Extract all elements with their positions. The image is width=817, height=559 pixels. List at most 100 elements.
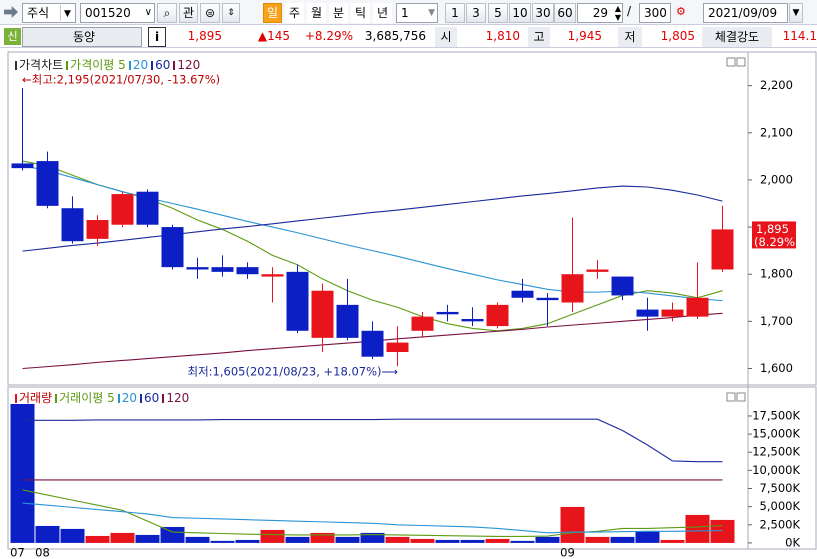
y-tick-label: 1,600 — [760, 361, 793, 375]
legend-entry: 60 — [155, 58, 171, 72]
candle-body — [361, 330, 384, 357]
code-input[interactable]: 001520 ∨ — [80, 3, 155, 23]
period-button[interactable]: 일 — [263, 3, 282, 23]
legend-marker — [66, 61, 69, 70]
last-rate-label: (8.29%) — [754, 235, 800, 249]
total-input[interactable]: 300 — [639, 3, 671, 23]
count-input[interactable]: 29 ▲ ▼ — [577, 3, 623, 23]
interval-select[interactable]: 1 ▼ — [396, 3, 438, 23]
candle-body — [11, 163, 34, 169]
volume-bar — [335, 536, 360, 543]
volume-bar — [160, 526, 185, 543]
volume-bar — [285, 536, 310, 543]
period-button[interactable]: 월 — [307, 3, 326, 23]
interval: 1 — [401, 6, 409, 20]
separator: / — [627, 4, 632, 18]
open: 1,810 — [485, 29, 520, 43]
volume-bar — [85, 535, 110, 543]
badge: 신 — [4, 28, 21, 45]
volume-panel — [7, 386, 817, 550]
candle-body — [36, 161, 59, 206]
candle-body — [286, 271, 309, 331]
moving-average-line — [22, 502, 723, 534]
legend-entry: 5 — [107, 391, 115, 405]
interval-button[interactable]: 5 — [488, 3, 508, 23]
legend-marker — [173, 61, 176, 70]
y-tick-label: 1,800 — [760, 267, 793, 281]
x-tick-label: 07 — [10, 546, 25, 559]
candle-body — [111, 194, 134, 225]
info-button[interactable]: i — [148, 27, 166, 47]
change-rate: +8.29% — [304, 29, 353, 43]
info-bar: 신 동양 i 1,895 ▲145 +8.29% 3,685,756 시 1,8… — [0, 26, 817, 48]
candle-body — [586, 269, 609, 272]
low: 1,805 — [660, 29, 695, 43]
change: ▲145 — [257, 29, 290, 43]
date-dropdown[interactable]: ▼ — [789, 3, 803, 23]
settings-icon[interactable]: ⚙ — [676, 5, 686, 18]
high-annotation: ←최고:2,195(2021/07/30, -13.67%) — [22, 73, 220, 87]
candle-body — [61, 208, 84, 242]
search-button[interactable]: ⌕ — [157, 3, 177, 23]
legend-ma-label: 거래이평 — [59, 391, 104, 405]
candle-body — [436, 311, 459, 315]
interval-button[interactable]: 30 — [532, 3, 554, 23]
legend-marker — [162, 394, 165, 403]
volume-bar — [235, 539, 260, 543]
moving-average-line — [22, 418, 723, 463]
legend-entry: 120 — [166, 391, 190, 405]
period-button[interactable]: 분 — [329, 3, 348, 23]
interval-button[interactable]: 60 — [554, 3, 576, 23]
interval-button[interactable]: 10 — [509, 3, 531, 23]
menu-icon[interactable] — [4, 6, 18, 18]
panel-button[interactable] — [736, 392, 746, 402]
low-annotation: 최저:1,605(2021/08/23, +18.07%)⟶ — [188, 365, 399, 379]
volume: 3,685,756 — [364, 29, 426, 43]
stock-code: 001520 — [85, 6, 131, 20]
legend-title: 가격차트 — [19, 58, 64, 72]
candle-body — [186, 267, 209, 270]
y-tick-label: 7,500K — [760, 481, 801, 495]
candle-body — [236, 267, 259, 275]
legend-ma-label: 가격이평 — [70, 58, 115, 72]
candle-body — [611, 276, 634, 296]
legend-marker — [117, 394, 120, 403]
volume-bar — [385, 536, 410, 543]
candle-body — [461, 319, 484, 322]
legend-marker — [151, 61, 154, 70]
legend-marker — [15, 61, 17, 70]
y-tick-label: 0K — [785, 535, 800, 549]
volume-bar — [210, 540, 235, 543]
stepper-button[interactable]: ⇕ — [222, 3, 240, 23]
interval-button[interactable]: 3 — [466, 3, 486, 23]
moving-average-line — [22, 489, 723, 537]
volume-bar — [260, 529, 285, 543]
candle-body — [711, 229, 734, 270]
candle-body — [661, 309, 684, 317]
candle-body — [336, 304, 359, 338]
period-button[interactable]: 틱 — [351, 3, 370, 23]
legend-entry: 5 — [118, 58, 126, 72]
volume-bar — [310, 532, 335, 543]
date-input[interactable]: 2021/09/09 — [703, 3, 788, 23]
volume-bar — [360, 532, 385, 543]
volume-bar — [10, 403, 35, 543]
history-button[interactable]: ⊜ — [200, 3, 220, 23]
volume-bar — [660, 539, 685, 543]
period-button[interactable]: 년 — [373, 3, 392, 23]
interval-button[interactable]: 1 — [445, 3, 465, 23]
panel-button[interactable] — [726, 392, 736, 402]
volume-bar — [60, 528, 85, 543]
toolbar: 주식 ▼ 001520 ∨ ⌕ 관 ⊜ ⇕ 1 ▼ 29 ▲ ▼ / 300 ⚙ 2021… — [0, 0, 817, 25]
panel-button[interactable] — [726, 57, 736, 67]
panel-button[interactable] — [736, 57, 746, 67]
period-button[interactable]: 주 — [285, 3, 304, 23]
volume-bar — [710, 519, 735, 543]
candle-body — [161, 227, 184, 268]
interest-button[interactable]: 관 — [179, 3, 198, 23]
market-select[interactable]: 주식 ▼ — [22, 3, 76, 23]
x-tick-label: 09 — [560, 546, 575, 559]
y-tick-label: 10,000K — [752, 463, 800, 477]
